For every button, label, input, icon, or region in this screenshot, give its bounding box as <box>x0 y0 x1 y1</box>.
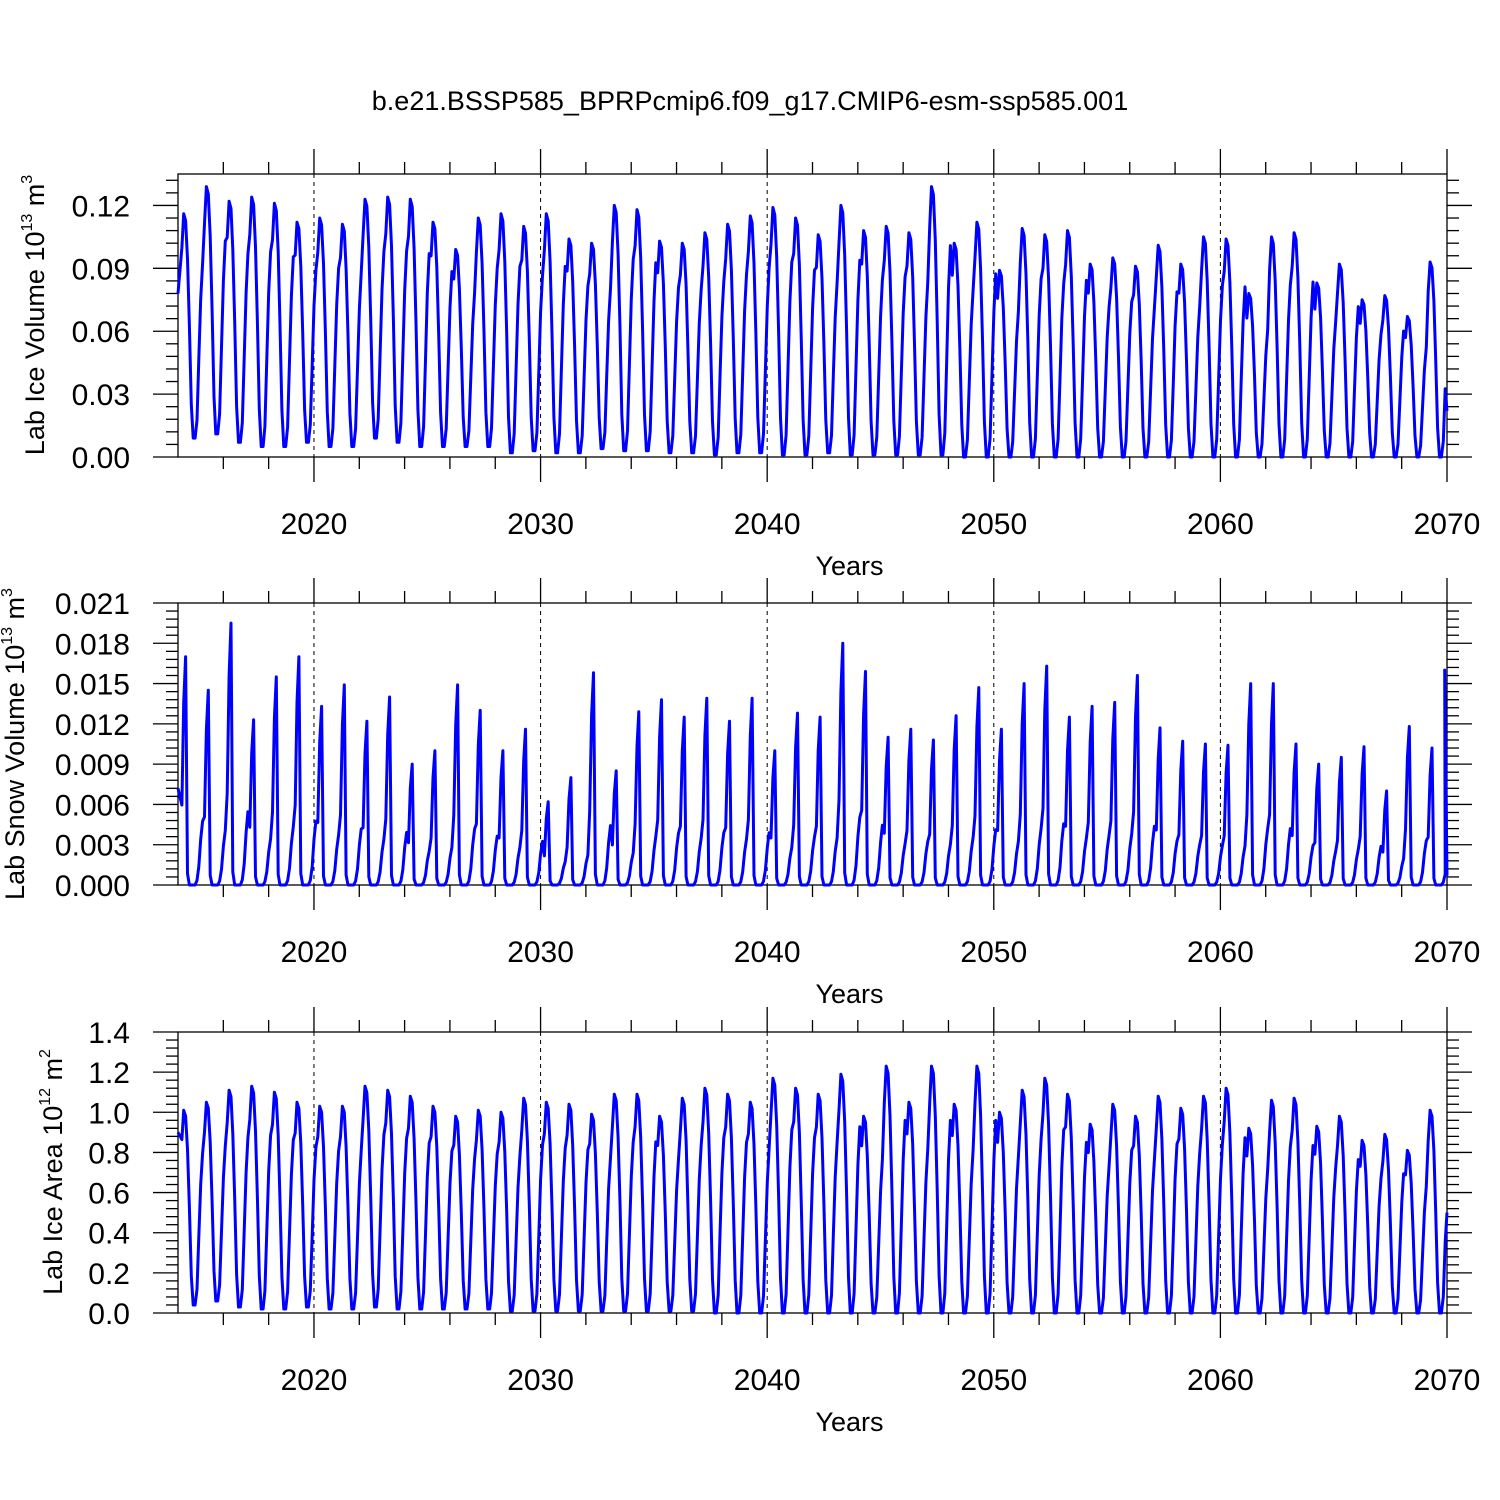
y-tick-label: 1.4 <box>88 1017 130 1050</box>
y-tick-label: 0.015 <box>55 669 130 702</box>
y-tick-label: 0.012 <box>55 709 130 742</box>
y-tick-label: 0.12 <box>72 190 130 223</box>
x-tick-label: 2060 <box>1187 1364 1254 1397</box>
y-tick-label: 0.006 <box>55 789 130 822</box>
y-tick-label: 0.06 <box>72 316 130 349</box>
y-axis-label: Lab Ice Volume 1013 m3 <box>19 175 50 455</box>
panels: 2020 2030 2040 2050 2060 2070 Years 0.00 0.03 0.0… <box>0 149 1480 1437</box>
x-tick-label: 2020 <box>281 936 348 969</box>
x-tick-label: 2070 <box>1414 936 1481 969</box>
y-tick-label: 0.2 <box>88 1258 130 1291</box>
x-tick-label: 2020 <box>281 508 348 541</box>
x-axis-label: Years <box>815 979 883 1009</box>
y-tick-label: 0.00 <box>72 442 130 475</box>
y-tick-label: 0.0 <box>88 1298 130 1331</box>
y-axis-label: Lab Ice Area 1012 m2 <box>37 1049 68 1295</box>
y-tick-label: 0.4 <box>88 1218 130 1251</box>
x-tick-label: 2050 <box>960 508 1027 541</box>
x-tick-label: 2050 <box>960 1364 1027 1397</box>
y-tick-label: 1.2 <box>88 1057 130 1090</box>
x-tick-label: 2070 <box>1414 508 1481 541</box>
y-tick-label: 0.009 <box>55 749 130 782</box>
y-tick-label: 0.09 <box>72 253 130 286</box>
x-tick-label: 2060 <box>1187 508 1254 541</box>
x-tick-label: 2040 <box>734 508 801 541</box>
panel-2: 2020 2030 2040 2050 2060 2070 Years 0.000 0.003 0… <box>0 578 1480 1009</box>
y-tick-label: 0.018 <box>55 628 130 661</box>
series-line <box>176 621 1449 887</box>
y-tick-label: 0.6 <box>88 1178 130 1211</box>
x-tick-label: 2050 <box>960 936 1027 969</box>
x-axis-label: Years <box>815 1407 883 1437</box>
x-tick-label: 2040 <box>734 936 801 969</box>
x-tick-label: 2060 <box>1187 936 1254 969</box>
y-axis-label: Lab Snow Volume 1013 m3 <box>0 588 30 900</box>
y-tick-label: 0.03 <box>72 379 130 412</box>
series-line <box>176 1064 1449 1315</box>
y-tick-label: 0.8 <box>88 1137 130 1170</box>
panel-3: 2020 2030 2040 2050 2060 2070 Years 0.0 0.2 0.4 0.… <box>37 1007 1480 1437</box>
figure-title: b.e21.BSSP585_BPRPcmip6.f09_g17.CMIP6-es… <box>372 86 1128 116</box>
x-tick-label: 2030 <box>507 508 574 541</box>
y-tick-label: 1.0 <box>88 1097 130 1130</box>
y-tick-label: 0.003 <box>55 830 130 863</box>
series-line <box>176 185 1449 459</box>
y-tick-label: 0.000 <box>55 870 130 903</box>
x-tick-label: 2040 <box>734 1364 801 1397</box>
y-tick-label: 0.021 <box>55 588 130 621</box>
x-tick-label: 2030 <box>507 936 574 969</box>
x-tick-label: 2020 <box>281 1364 348 1397</box>
x-axis-label: Years <box>815 551 883 581</box>
x-tick-label: 2030 <box>507 1364 574 1397</box>
x-tick-label: 2070 <box>1414 1364 1481 1397</box>
panel-1: 2020 2030 2040 2050 2060 2070 Years 0.00 0.03 0.0… <box>19 149 1480 581</box>
